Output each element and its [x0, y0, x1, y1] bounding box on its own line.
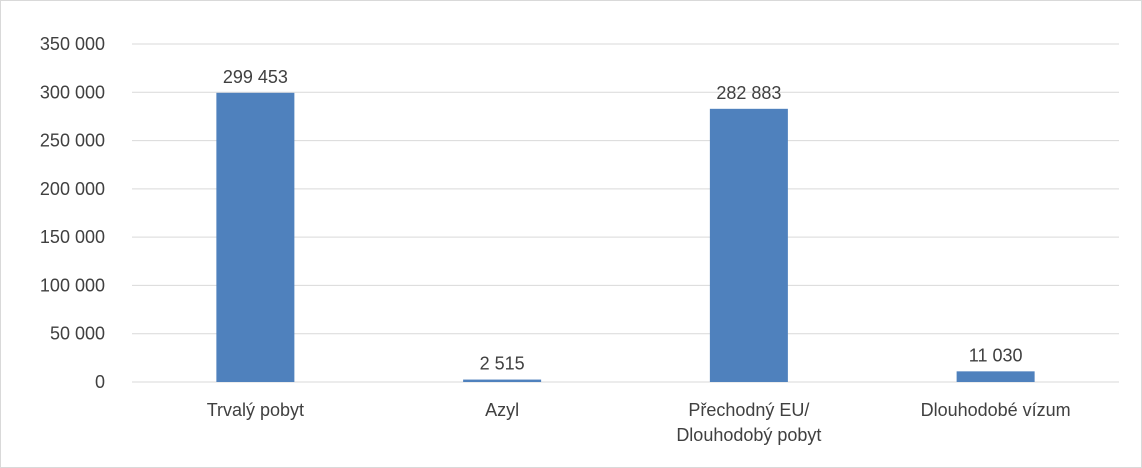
data-label: 11 030 [969, 345, 1023, 365]
y-tick-label: 200 000 [40, 179, 105, 199]
bar [956, 371, 1035, 382]
x-tick-label: Trvalý pobyt [207, 400, 304, 420]
bar [463, 379, 542, 382]
y-tick-label: 250 000 [40, 131, 105, 151]
x-tick-label: Dlouhodobé vízum [921, 400, 1071, 420]
y-tick-label: 0 [95, 372, 105, 392]
data-label: 299 453 [223, 67, 288, 87]
x-tick-label: Přechodný EU/Dlouhodobý pobyt [676, 400, 821, 445]
data-label: 2 515 [480, 354, 525, 374]
y-tick-label: 100 000 [40, 275, 105, 295]
y-tick-label: 300 000 [40, 82, 105, 102]
y-tick-label: 350 000 [40, 34, 105, 54]
bar [709, 108, 788, 382]
y-tick-label: 50 000 [50, 324, 105, 344]
x-tick-label: Azyl [485, 400, 519, 420]
y-tick-label: 150 000 [40, 227, 105, 247]
data-label: 282 883 [716, 83, 781, 103]
bar [216, 92, 295, 382]
